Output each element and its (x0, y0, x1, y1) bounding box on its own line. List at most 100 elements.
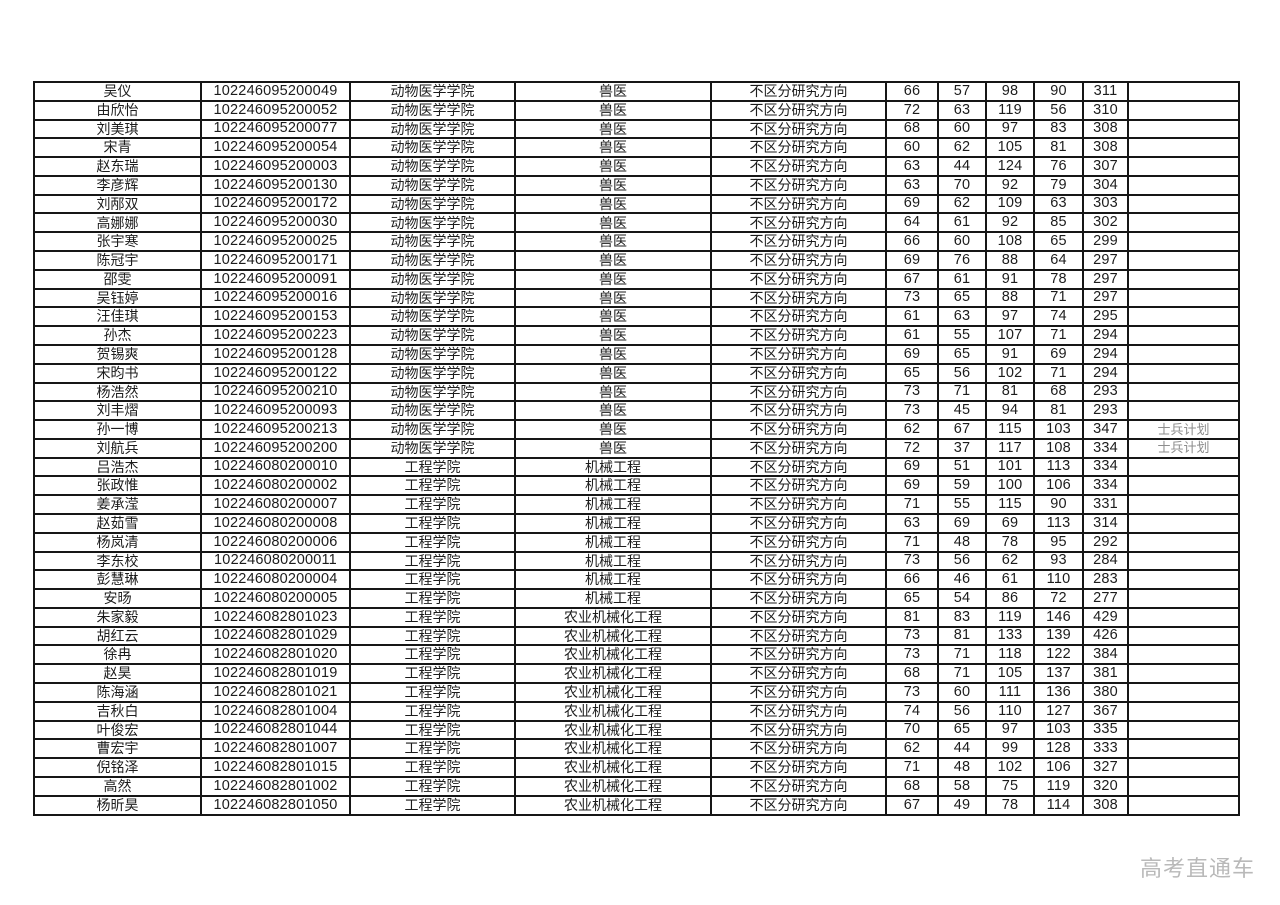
cell-total: 284 (1082, 550, 1129, 572)
cell-id: 102246095200025 (200, 231, 351, 253)
cell-direction: 不区分研究方向 (710, 512, 887, 534)
cell-s3: 92 (985, 174, 1035, 196)
cell-id: 102246095200130 (200, 174, 351, 196)
score-table: 吴仪 102246095200049 动物医学学院 兽医 不区分研究方向 66 57 98 90… (33, 81, 1240, 817)
cell-college: 工程学院 (349, 456, 516, 478)
cell-remark (1127, 775, 1240, 797)
table-row: 刘美琪 102246095200077 动物医学学院 兽医 不区分研究方向 68 60 97 8… (33, 118, 1240, 140)
cell-s2: 65 (937, 287, 987, 309)
cell-s2: 51 (937, 456, 987, 478)
cell-major: 农业机械化工程 (514, 700, 712, 722)
cell-name: 孙杰 (33, 325, 202, 346)
cell-s2: 44 (937, 156, 987, 177)
cell-s4: 106 (1033, 475, 1084, 497)
cell-s3: 88 (985, 287, 1035, 309)
cell-name: 杨岚清 (33, 531, 202, 553)
cell-id: 102246080200007 (200, 494, 351, 515)
cell-direction: 不区分研究方向 (710, 625, 887, 647)
cell-remark (1127, 325, 1240, 346)
cell-remark (1127, 794, 1240, 817)
cell-remark (1127, 381, 1240, 403)
cell-s1: 65 (885, 362, 939, 384)
cell-s1: 66 (885, 231, 939, 253)
cell-s2: 49 (937, 794, 987, 817)
cell-s3: 118 (985, 644, 1035, 666)
cell-id: 102246095200003 (200, 156, 351, 177)
cell-remark (1127, 531, 1240, 553)
cell-s2: 61 (937, 268, 987, 290)
cell-s1: 70 (885, 719, 939, 741)
cell-s2: 59 (937, 475, 987, 497)
cell-s3: 111 (985, 682, 1035, 703)
cell-name: 赵昊 (33, 663, 202, 684)
cell-college: 动物医学学院 (349, 343, 516, 365)
cell-total: 308 (1082, 794, 1129, 817)
table-row: 孙一博 102246095200213 动物医学学院 兽医 不区分研究方向 62 67 115… (33, 419, 1240, 440)
cell-s4: 127 (1033, 700, 1084, 722)
cell-s3: 78 (985, 794, 1035, 817)
cell-s2: 56 (937, 700, 987, 722)
cell-name: 陈海涵 (33, 682, 202, 703)
table-row: 李东校 102246080200011 工程学院 机械工程 不区分研究方向 73 56 62 9… (33, 550, 1240, 572)
cell-name: 吴钰婷 (33, 287, 202, 309)
cell-s3: 69 (985, 512, 1035, 534)
cell-college: 工程学院 (349, 625, 516, 647)
cell-s1: 66 (885, 569, 939, 591)
cell-s2: 54 (937, 588, 987, 609)
cell-id: 102246080200002 (200, 475, 351, 497)
cell-college: 动物医学学院 (349, 287, 516, 309)
cell-name: 由欣怡 (33, 99, 202, 121)
cell-major: 机械工程 (514, 456, 712, 478)
cell-name: 叶俊宏 (33, 719, 202, 741)
table-row: 杨浩然 102246095200210 动物医学学院 兽医 不区分研究方向 73 71 81 6… (33, 381, 1240, 403)
cell-s1: 71 (885, 494, 939, 515)
cell-name: 贺锡爽 (33, 343, 202, 365)
cell-name: 高娜娜 (33, 212, 202, 234)
cell-s3: 115 (985, 494, 1035, 515)
cell-total: 334 (1082, 437, 1129, 459)
cell-name: 姜承滢 (33, 494, 202, 515)
cell-total: 283 (1082, 569, 1129, 591)
cell-college: 工程学院 (349, 569, 516, 591)
cell-s2: 81 (937, 625, 987, 647)
cell-remark (1127, 606, 1240, 628)
cell-name: 吴仪 (33, 81, 202, 102)
table-row: 朱家毅 102246082801023 工程学院 农业机械化工程 不区分研究方向 81 83… (33, 606, 1240, 628)
cell-s2: 76 (937, 250, 987, 271)
cell-s3: 91 (985, 268, 1035, 290)
cell-name: 孙一博 (33, 419, 202, 440)
cell-s3: 78 (985, 531, 1035, 553)
cell-major: 农业机械化工程 (514, 682, 712, 703)
cell-id: 102246095200016 (200, 287, 351, 309)
cell-college: 动物医学学院 (349, 231, 516, 253)
cell-college: 工程学院 (349, 644, 516, 666)
cell-college: 动物医学学院 (349, 306, 516, 328)
cell-college: 动物医学学院 (349, 419, 516, 440)
cell-name: 李彦辉 (33, 174, 202, 196)
cell-name: 汪佳琪 (33, 306, 202, 328)
table-row: 张宇寒 102246095200025 动物医学学院 兽医 不区分研究方向 66 60 108… (33, 231, 1240, 253)
table-row: 宋昀书 102246095200122 动物医学学院 兽医 不区分研究方向 65 56 102… (33, 362, 1240, 384)
cell-remark (1127, 588, 1240, 609)
cell-remark (1127, 475, 1240, 497)
cell-major: 农业机械化工程 (514, 775, 712, 797)
cell-major: 兽医 (514, 99, 712, 121)
cell-direction: 不区分研究方向 (710, 550, 887, 572)
cell-id: 102246095200223 (200, 325, 351, 346)
cell-s1: 71 (885, 531, 939, 553)
cell-college: 动物医学学院 (349, 156, 516, 177)
cell-s3: 61 (985, 569, 1035, 591)
cell-s4: 79 (1033, 174, 1084, 196)
cell-s4: 85 (1033, 212, 1084, 234)
cell-total: 307 (1082, 156, 1129, 177)
cell-s3: 115 (985, 419, 1035, 440)
cell-s4: 103 (1033, 419, 1084, 440)
cell-s2: 71 (937, 644, 987, 666)
cell-total: 367 (1082, 700, 1129, 722)
cell-college: 动物医学学院 (349, 174, 516, 196)
cell-total: 333 (1082, 738, 1129, 760)
cell-direction: 不区分研究方向 (710, 193, 887, 215)
cell-s1: 74 (885, 700, 939, 722)
cell-s4: 64 (1033, 250, 1084, 271)
cell-remark (1127, 81, 1240, 102)
